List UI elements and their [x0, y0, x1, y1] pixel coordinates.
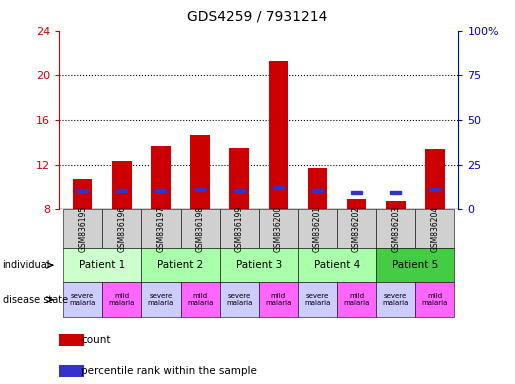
Bar — [376, 282, 415, 317]
Text: GSM836198: GSM836198 — [196, 205, 204, 252]
Text: GSM836203: GSM836203 — [391, 205, 400, 252]
Bar — [259, 282, 298, 317]
Bar — [298, 209, 337, 248]
Text: GSM836199: GSM836199 — [235, 205, 244, 252]
Bar — [151, 146, 171, 209]
Text: severe
malaria: severe malaria — [70, 293, 96, 306]
Bar — [430, 188, 440, 191]
Bar — [273, 186, 284, 189]
Text: disease state: disease state — [3, 295, 67, 305]
Text: count: count — [81, 335, 111, 345]
Bar — [116, 189, 127, 192]
Bar — [181, 282, 220, 317]
Bar — [415, 209, 454, 248]
Bar — [259, 209, 298, 248]
Text: individual: individual — [3, 260, 50, 270]
Text: mild
malaria: mild malaria — [265, 293, 291, 306]
Text: GSM836197: GSM836197 — [157, 205, 165, 252]
Text: Patient 4: Patient 4 — [314, 260, 360, 270]
Text: GSM836196: GSM836196 — [117, 205, 126, 252]
Bar — [220, 282, 259, 317]
Bar — [312, 189, 323, 192]
Bar — [386, 202, 405, 209]
Bar — [415, 282, 454, 317]
Text: severe
malaria: severe malaria — [226, 293, 252, 306]
Bar — [142, 209, 181, 248]
Text: mild
malaria: mild malaria — [344, 293, 370, 306]
Bar — [191, 134, 210, 209]
Bar — [195, 188, 205, 191]
Bar — [77, 189, 88, 192]
Bar — [63, 282, 102, 317]
Bar — [142, 248, 220, 282]
Text: percentile rank within the sample: percentile rank within the sample — [81, 366, 257, 376]
Bar — [376, 209, 415, 248]
Bar — [347, 199, 366, 209]
Text: severe
malaria: severe malaria — [304, 293, 331, 306]
Bar — [181, 209, 220, 248]
Text: mild
malaria: mild malaria — [422, 293, 448, 306]
Bar — [63, 209, 102, 248]
Bar — [142, 282, 181, 317]
Bar — [220, 209, 259, 248]
Bar — [390, 191, 401, 194]
Bar — [268, 61, 288, 209]
Text: GSM836195: GSM836195 — [78, 205, 87, 252]
Bar — [59, 334, 84, 346]
Bar — [59, 364, 84, 377]
Bar — [220, 248, 298, 282]
Bar — [230, 148, 249, 209]
Text: mild
malaria: mild malaria — [109, 293, 135, 306]
Text: severe
malaria: severe malaria — [148, 293, 174, 306]
Text: Patient 2: Patient 2 — [158, 260, 203, 270]
Text: GSM836202: GSM836202 — [352, 205, 361, 252]
Text: GSM836200: GSM836200 — [274, 205, 283, 252]
Text: Patient 5: Patient 5 — [392, 260, 438, 270]
Bar — [112, 161, 132, 209]
Bar — [337, 209, 376, 248]
Text: Patient 1: Patient 1 — [79, 260, 125, 270]
Bar — [307, 168, 327, 209]
Bar — [102, 282, 142, 317]
Bar — [73, 179, 93, 209]
Bar — [337, 282, 376, 317]
Bar — [102, 209, 142, 248]
Bar — [298, 248, 376, 282]
Text: Patient 3: Patient 3 — [236, 260, 282, 270]
Bar — [234, 189, 245, 192]
Text: GSM836201: GSM836201 — [313, 205, 322, 252]
Text: mild
malaria: mild malaria — [187, 293, 213, 306]
Bar — [376, 248, 454, 282]
Bar — [351, 191, 362, 194]
Bar — [298, 282, 337, 317]
Text: GSM836204: GSM836204 — [431, 205, 439, 252]
Text: severe
malaria: severe malaria — [383, 293, 409, 306]
Bar — [63, 248, 142, 282]
Bar — [156, 189, 166, 192]
Text: GDS4259 / 7931214: GDS4259 / 7931214 — [187, 10, 328, 23]
Bar — [425, 149, 444, 209]
